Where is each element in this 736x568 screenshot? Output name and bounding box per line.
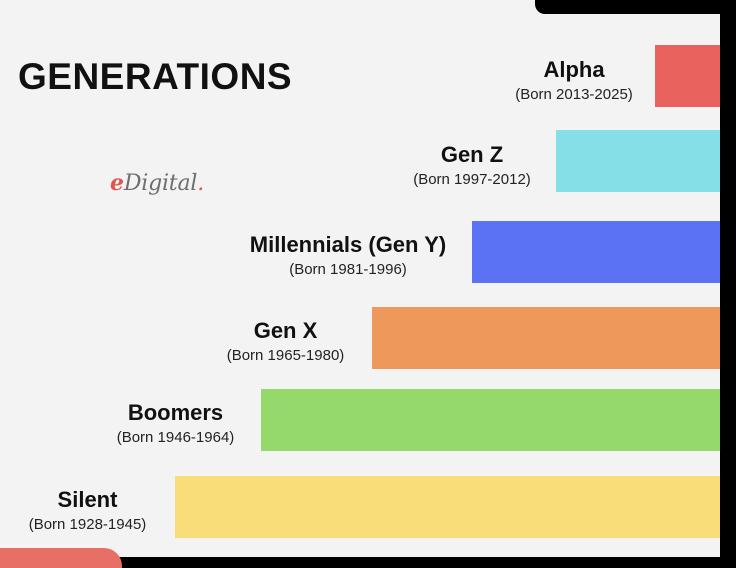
bar-alpha [655, 45, 720, 107]
label-alpha: Alpha (Born 2013-2025) [500, 57, 648, 105]
label-gen-z: Gen Z (Born 1997-2012) [396, 142, 548, 190]
bottom-red-accent [0, 548, 122, 568]
label-boomers: Boomers (Born 1946-1964) [98, 400, 253, 448]
page-title: GENERATIONS [18, 56, 293, 97]
bar-silent [175, 476, 720, 538]
generation-born: (Born 1928-1945) [28, 516, 147, 533]
label-silent: Silent (Born 1928-1945) [10, 487, 165, 535]
bar-gen-x [372, 307, 720, 369]
generation-born: (Born 1946-1964) [116, 429, 235, 446]
logo-suffix: . [197, 171, 204, 196]
bar-boomers [261, 389, 720, 451]
top-black-band [535, 0, 736, 14]
label-gen-x: Gen X (Born 1965-1980) [208, 318, 363, 366]
bar-millennials [472, 221, 720, 283]
generation-name: Alpha [543, 57, 605, 82]
label-millennials: Millennials (Gen Y) (Born 1981-1996) [232, 232, 464, 280]
generation-name: Boomers [127, 400, 224, 425]
generation-born: (Born 1997-2012) [413, 171, 531, 188]
logo-prefix: e [110, 170, 124, 196]
logo-text: Digital [123, 171, 198, 196]
generation-born: (Born 1965-1980) [226, 347, 345, 364]
edigital-logo: eDigital. [110, 170, 204, 196]
generation-born: (Born 1981-1996) [289, 261, 407, 278]
generation-name: Gen Z [440, 142, 504, 167]
generation-name: Silent [57, 487, 118, 512]
generation-born: (Born 2013-2025) [515, 86, 633, 103]
generation-name: Gen X [253, 318, 318, 343]
generation-name: Millennials (Gen Y) [249, 232, 447, 257]
bar-gen-z [556, 130, 720, 192]
